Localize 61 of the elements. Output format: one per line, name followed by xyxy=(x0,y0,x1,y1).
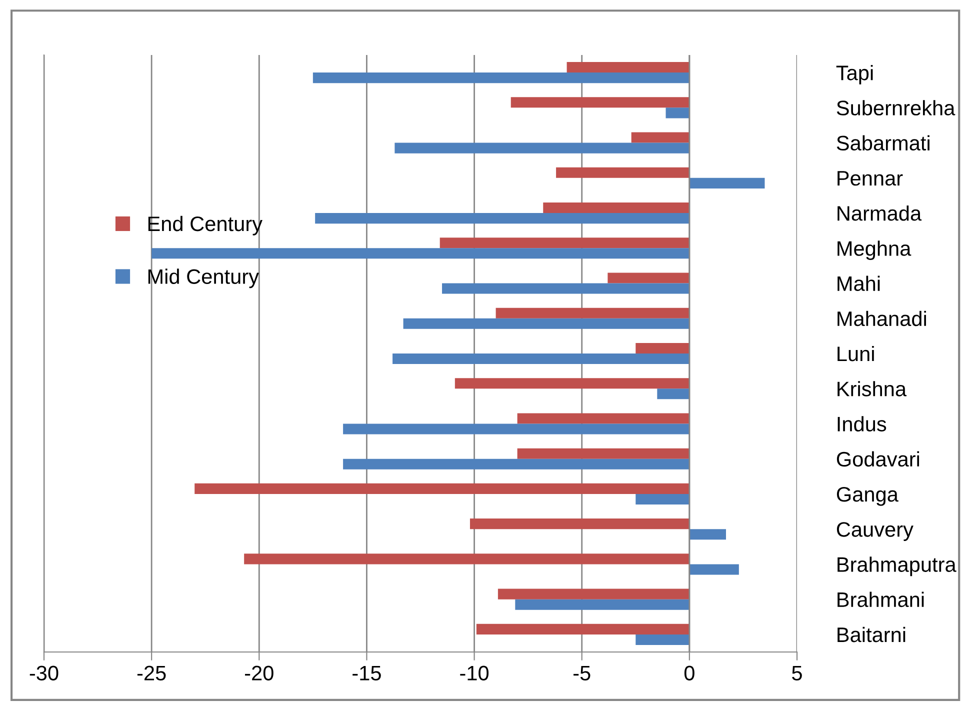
bar xyxy=(244,554,690,564)
y-tick-label: Mahanadi xyxy=(838,310,926,326)
bar xyxy=(636,494,690,505)
bar xyxy=(556,167,690,178)
bar xyxy=(498,588,690,600)
y-tick-label: Luni xyxy=(838,346,874,362)
bar xyxy=(392,354,690,364)
bar xyxy=(543,202,690,214)
y-tick-label: Brahmaputra xyxy=(838,556,956,576)
bar xyxy=(194,483,690,494)
x-tick-label: -15 xyxy=(352,666,381,680)
bar xyxy=(515,599,690,610)
bar xyxy=(636,342,690,354)
bar xyxy=(657,388,690,400)
y-tick-label: Mahi xyxy=(838,276,880,292)
bar xyxy=(666,108,690,118)
x-tick-label: 5 xyxy=(792,666,802,680)
bar xyxy=(343,424,690,434)
y-tick-label: Meghna xyxy=(838,240,912,260)
bar xyxy=(454,378,690,389)
bar xyxy=(470,518,690,530)
bar xyxy=(403,318,690,329)
bar xyxy=(343,458,690,470)
y-tick-label: Tapi xyxy=(836,65,873,84)
bar xyxy=(636,634,690,645)
bar xyxy=(152,248,690,259)
y-tick-label: Narmada xyxy=(838,205,922,221)
legend-label: End Century xyxy=(148,216,262,236)
bar xyxy=(315,213,690,224)
x-tick-label: -25 xyxy=(137,666,166,680)
legend-label: Mid Century xyxy=(148,268,259,288)
y-tick-label: Subernrekha xyxy=(836,100,956,116)
bar xyxy=(689,564,739,575)
bar xyxy=(476,624,690,634)
bar xyxy=(689,529,726,540)
bar xyxy=(496,308,690,318)
y-tick-label: Baitarni xyxy=(838,626,906,642)
bar xyxy=(608,272,690,284)
bar xyxy=(510,97,690,108)
bar xyxy=(566,62,690,73)
y-tick-label: Cauvery xyxy=(836,522,914,541)
x-tick-label: -30 xyxy=(30,666,58,680)
x-tick-label: -20 xyxy=(245,666,274,680)
y-tick-label: Indus xyxy=(838,416,886,432)
y-tick-label: Brahmani xyxy=(838,592,924,608)
y-tick-label: Pennar xyxy=(838,171,903,186)
x-tick-label: -5 xyxy=(574,666,590,680)
bar xyxy=(689,178,765,188)
bar xyxy=(442,283,690,294)
bar xyxy=(440,238,690,248)
y-tick-label: Ganga xyxy=(836,486,898,506)
bar xyxy=(517,448,690,459)
y-tick-label: Godavari xyxy=(836,451,920,467)
y-tick-label: Krishna xyxy=(838,381,907,396)
x-tick-label: 0 xyxy=(684,666,694,680)
bar xyxy=(312,72,690,84)
bar xyxy=(394,142,690,154)
y-tick-label: Sabarmati xyxy=(836,135,930,151)
bar xyxy=(631,132,690,143)
x-tick-label: -10 xyxy=(460,666,489,680)
bar xyxy=(517,413,690,424)
